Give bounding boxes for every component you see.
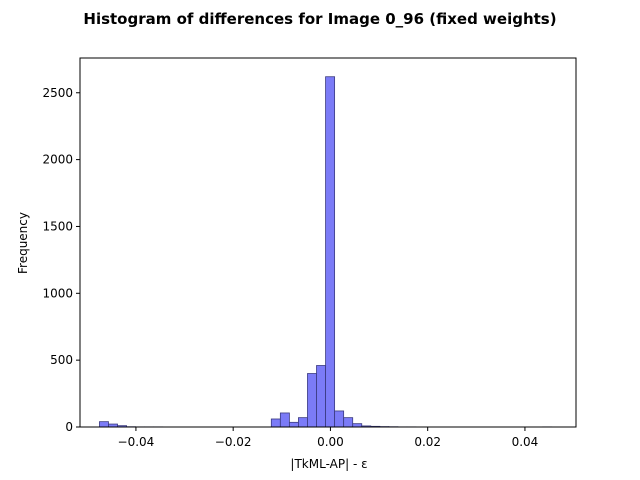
- y-tick-label: 500: [50, 353, 73, 367]
- histogram-bar: [343, 417, 354, 428]
- y-tick-label: 0: [65, 420, 73, 434]
- x-axis-label: |TkML-AP| - ε: [290, 457, 367, 471]
- histogram-bar: [288, 421, 299, 428]
- histogram-bar: [325, 76, 336, 428]
- histogram-bar: [316, 365, 326, 428]
- x-tick-label: 0.04: [512, 435, 539, 449]
- histogram-bar: [334, 410, 345, 428]
- chart-title: Histogram of differences for Image 0_96 …: [83, 10, 556, 28]
- x-tick-label: 0.02: [414, 435, 441, 449]
- histogram-bar: [307, 373, 317, 428]
- y-tick-label: 2000: [42, 153, 73, 167]
- plot-frame: [79, 57, 577, 428]
- x-tick-label: 0.00: [317, 435, 344, 449]
- y-axis-label: Frequency: [16, 212, 30, 274]
- x-axis: −0.04 −0.02 0.00 0.02 0.04: [118, 427, 539, 449]
- histogram-bar: [99, 421, 109, 428]
- histogram-bar: [352, 423, 363, 428]
- histogram-bar: [279, 412, 290, 428]
- y-axis: 0 500 1000 1500 2000 2500: [42, 86, 80, 434]
- x-tick-label: −0.02: [215, 435, 252, 449]
- histogram-bar: [270, 418, 281, 428]
- y-tick-label: 1500: [42, 219, 73, 233]
- x-tick-label: −0.04: [118, 435, 155, 449]
- y-tick-label: 1000: [42, 286, 73, 300]
- bars-group: [99, 76, 553, 428]
- y-tick-label: 2500: [42, 86, 73, 100]
- histogram-bar: [298, 417, 308, 428]
